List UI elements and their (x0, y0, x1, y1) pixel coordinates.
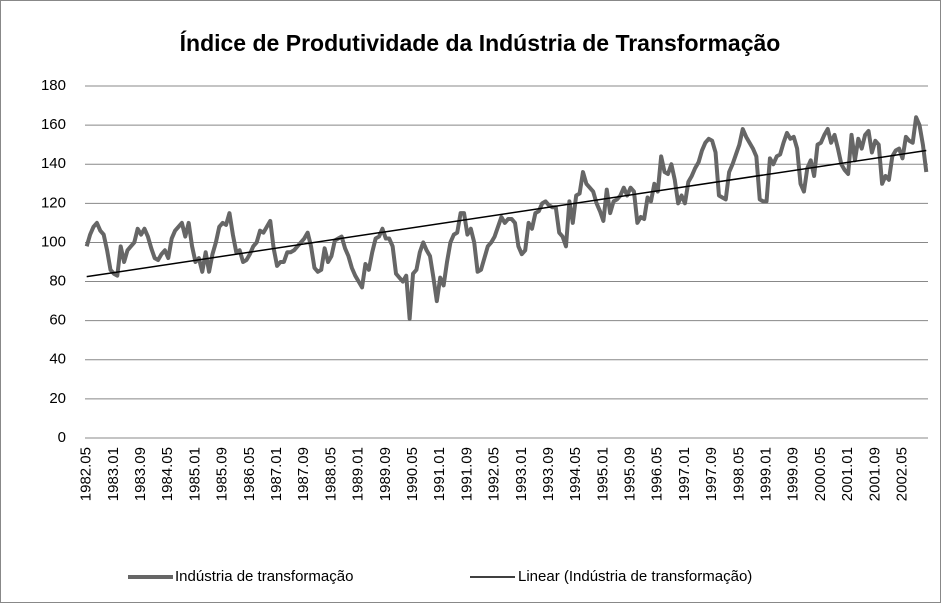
x-tick-label: 1983.09 (132, 447, 149, 501)
x-tick-label: 1997.01 (676, 447, 693, 501)
x-tick-label: 1991.09 (458, 447, 475, 501)
x-tick-label: 2002.05 (893, 447, 910, 501)
x-tick-label: 1995.01 (594, 447, 611, 501)
x-tick-label: 1984.05 (159, 447, 176, 501)
x-tick-label: 1988.05 (322, 447, 339, 501)
x-tick-label: 1999.09 (785, 447, 802, 501)
x-tick-label: 2001.09 (866, 447, 883, 501)
y-tick-label: 100 (41, 233, 66, 250)
y-tick-label: 0 (58, 429, 66, 446)
y-tick-label: 160 (41, 116, 66, 133)
series-line (84, 115, 929, 321)
y-tick-label: 60 (49, 312, 66, 329)
x-tick-label: 2000.05 (812, 447, 829, 501)
x-tick-label: 1989.09 (377, 447, 394, 501)
x-tick-label: 1994.05 (567, 447, 584, 501)
x-tick-label: 1989.01 (350, 447, 367, 501)
legend-label: Indústria de transformação (175, 568, 353, 585)
x-tick-label: 1993.09 (540, 447, 557, 501)
x-tick-label: 1987.01 (268, 447, 285, 501)
x-tick-label: 1998.05 (730, 447, 747, 501)
y-tick-label: 20 (49, 390, 66, 407)
y-tick-label: 120 (41, 194, 66, 211)
x-tick-label: 1996.05 (649, 447, 666, 501)
x-tick-label: 1995.09 (622, 447, 639, 501)
trend-line (86, 149, 927, 278)
legend-label: Linear (Indústria de transformação) (518, 568, 752, 585)
x-tick-label: 1993.01 (513, 447, 530, 501)
y-tick-label: 80 (49, 273, 66, 290)
x-tick-label: 1987.09 (295, 447, 312, 501)
y-tick-label: 40 (49, 351, 66, 368)
chart-title: Índice de Produtividade da Indústria de … (180, 29, 781, 56)
x-tick-label: 1991.01 (431, 447, 448, 501)
x-tick-label: 2001.01 (839, 447, 856, 501)
x-tick-label: 1990.05 (404, 447, 421, 501)
x-tick-label: 1985.09 (214, 447, 231, 501)
x-tick-label: 1999.01 (758, 447, 775, 501)
y-tick-label: 140 (41, 155, 66, 172)
x-tick-label: 1983.01 (105, 447, 122, 501)
y-tick-label: 180 (41, 77, 66, 94)
x-tick-label: 1982.05 (78, 447, 95, 501)
x-tick-label: 1986.05 (241, 447, 258, 501)
x-tick-label: 1985.01 (186, 447, 203, 501)
x-tick-label: 1997.09 (703, 447, 720, 501)
x-tick-label: 1992.05 (486, 447, 503, 501)
